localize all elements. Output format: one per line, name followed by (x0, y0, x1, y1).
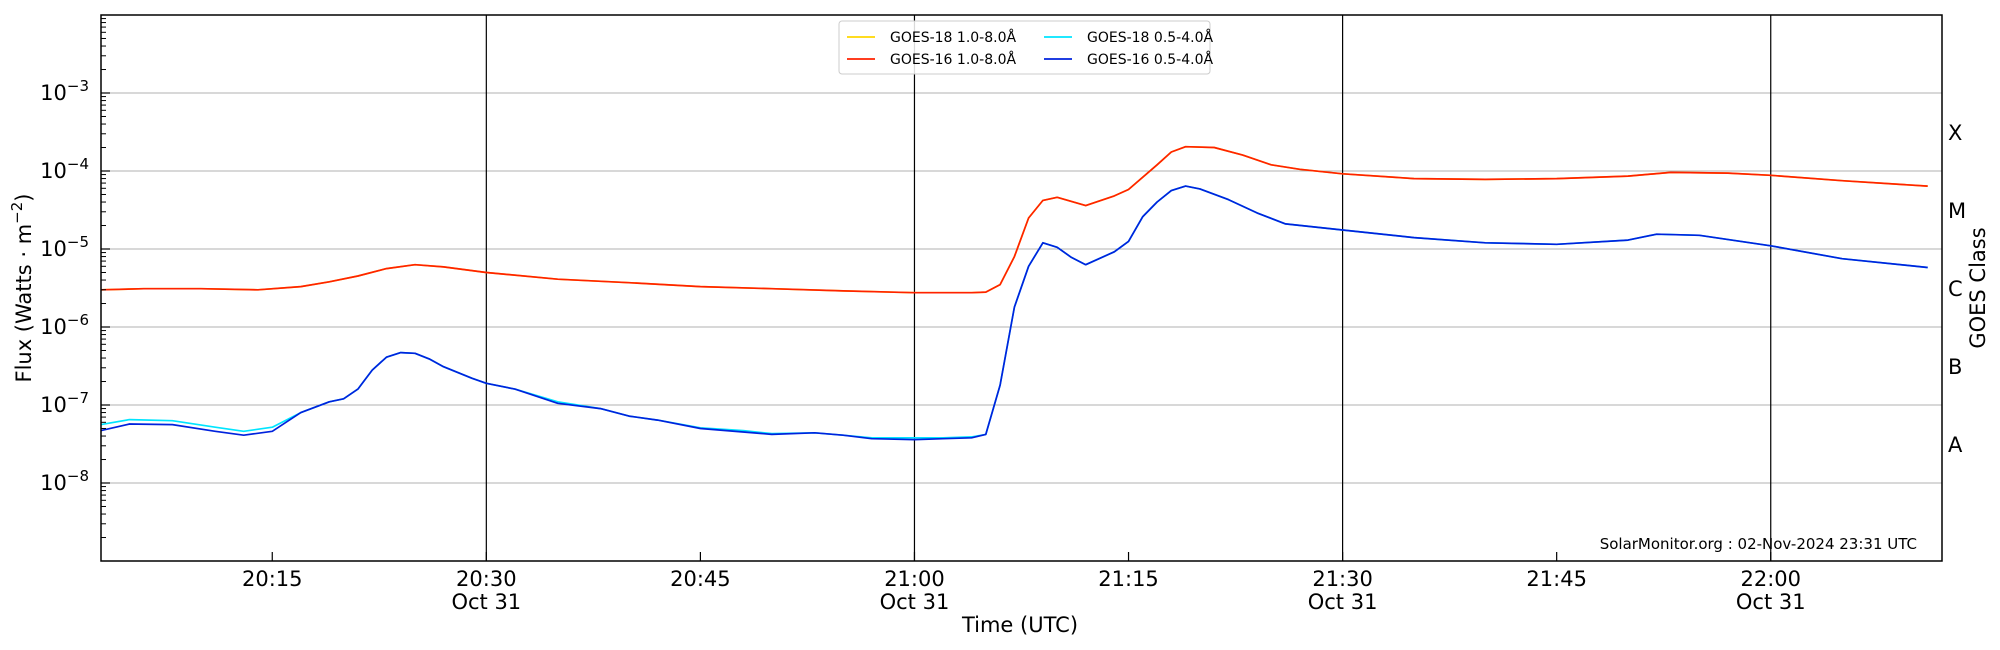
goes-class-label-c: C (1948, 277, 1963, 301)
series-line-1 (100, 145, 1928, 294)
legend: GOES-18 1.0-8.0Å GOES-18 0.5-4.0Å GOES-16 … (838, 20, 1213, 75)
plot-frame (100, 14, 1943, 562)
x-tick-date-label: Oct 31 (1308, 590, 1378, 614)
legend-entry-label: GOES-16 0.5-4.0Å (1087, 51, 1213, 68)
x-axis-title: Time (UTC) (961, 613, 1078, 637)
x-tick-label: 21:15 (1098, 567, 1159, 591)
legend-entry-label: GOES-18 1.0-8.0Å (890, 29, 1016, 46)
y-tick-label: 10−3 (40, 77, 89, 105)
y-tick-label: 10−6 (40, 311, 89, 339)
grid-layer (101, 92, 1942, 484)
credit-annotation: SolarMonitor.org : 02-Nov-2024 23:31 UTC (1600, 535, 1917, 553)
goes-class-label-m: M (1948, 199, 1966, 223)
time-marker-lines (485, 15, 1772, 561)
y2-axis-title: GOES Class (1966, 227, 1990, 348)
x-tick-date-label: Oct 31 (880, 590, 950, 614)
goes-class-label-a: A (1948, 433, 1963, 457)
x-tick-label: 21:00 (884, 567, 945, 591)
y-tick-label: 10−4 (40, 155, 89, 183)
y-tick-label: 10−5 (40, 233, 89, 261)
x-tick-label: 20:45 (670, 567, 731, 591)
x-tick-label: 21:30 (1312, 567, 1373, 591)
y-tick-label: 10−7 (40, 389, 89, 417)
x-tick-label: 21:45 (1526, 567, 1587, 591)
x-tick-date-label: Oct 31 (1736, 590, 1806, 614)
series-layer (100, 145, 1928, 441)
legend-entry-label: GOES-18 0.5-4.0Å (1087, 29, 1213, 46)
x-tick-date-label: Oct 31 (451, 590, 521, 614)
legend-box (838, 20, 1211, 75)
x-tick-label: 20:30 (456, 567, 517, 591)
y-tick-label: 10−8 (40, 467, 89, 495)
goes-class-label-x: X (1948, 121, 1962, 145)
y-axis-title: Flux (Watts · m−2) (8, 193, 36, 382)
legend-entry-label: GOES-16 1.0-8.0Å (890, 51, 1016, 68)
x-tick-label: 20:15 (242, 567, 303, 591)
series-line-3 (100, 185, 1928, 441)
goes-class-label-b: B (1948, 355, 1962, 379)
x-tick-label: 22:00 (1740, 567, 1801, 591)
